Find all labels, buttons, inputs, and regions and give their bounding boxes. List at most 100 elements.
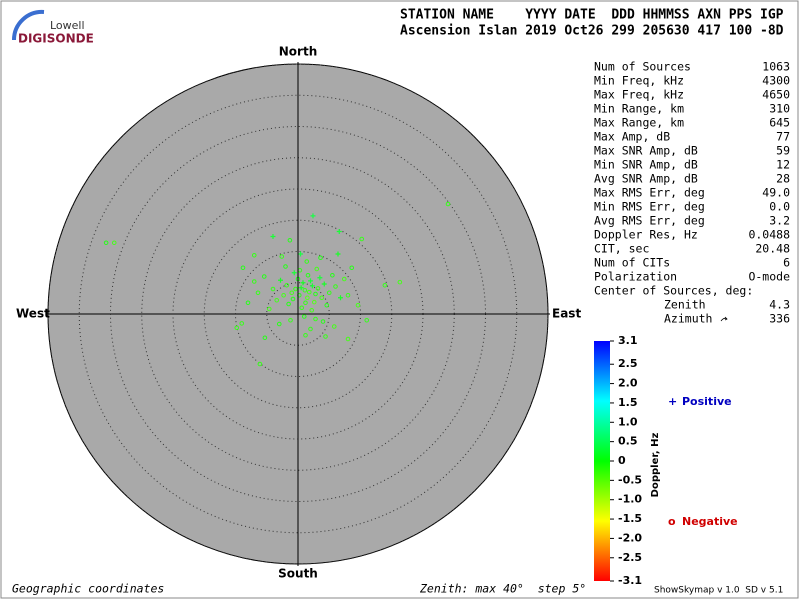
colorbar (594, 341, 610, 581)
source-negative (345, 336, 351, 342)
footer-coordinates: Geographic coordinates (12, 582, 164, 596)
logo-brand: Lowell (50, 19, 85, 32)
legend-negative-symbol: o (668, 515, 676, 528)
stat-value: 0.0488 (748, 228, 790, 242)
source-negative (315, 286, 321, 291)
source-negative (359, 236, 365, 242)
stat-label: Max Freq, kHz (594, 88, 684, 102)
source-positive (278, 277, 283, 283)
source-positive (321, 281, 327, 287)
colorbar-tick-label: -2.5 (618, 551, 642, 564)
source-negative (111, 240, 117, 246)
stat-value: O-mode (748, 270, 790, 284)
colorbar-tick-label: -0.5 (618, 473, 642, 486)
logo-swoosh (11, 9, 45, 41)
source-negative (313, 316, 318, 322)
source-negative (245, 300, 251, 306)
center-zenith-label: Zenith (664, 298, 706, 312)
header-columns: STATION NAME YYYY DATE DDD HHMMSS AXN PP… (400, 8, 784, 23)
source-positive (335, 251, 341, 257)
source-negative (318, 255, 323, 261)
source-negative (251, 252, 257, 258)
colorbar-tick-label: -3.1 (618, 574, 642, 587)
stat-label: Max Amp, dB (594, 130, 670, 144)
source-negative (397, 279, 403, 285)
source-negative (314, 266, 320, 272)
source-negative (296, 292, 302, 298)
stat-label: Polarization (594, 270, 677, 284)
header-values: Ascension Islan 2019 Oct26 299 205630 41… (400, 24, 784, 39)
source-negative (331, 324, 337, 329)
source-negative (299, 305, 305, 311)
colorbar-tick-label: 2.0 (618, 377, 638, 390)
center-zenith: 4.3 (769, 298, 790, 312)
center-azimuth-label: Azimuth (664, 312, 712, 326)
source-positive (300, 280, 306, 286)
footer-version: ShowSkymap v 1.0 SD v 5.1 (654, 586, 783, 596)
azimuth-icon (720, 316, 728, 322)
stat-value: 20.48 (755, 242, 790, 256)
source-negative (270, 286, 276, 292)
source-negative (261, 274, 267, 279)
stat-value: 12 (776, 158, 790, 172)
colorbar-tick-label: -2.0 (618, 531, 642, 544)
source-negative (305, 295, 310, 301)
source-negative (445, 201, 451, 207)
source-positive (317, 275, 323, 281)
stat-value: 28 (776, 172, 790, 186)
source-negative (240, 265, 246, 271)
source-negative (324, 302, 330, 308)
source-negative (304, 259, 310, 264)
logo-name: DIGISONDE (18, 32, 94, 46)
colorbar-tick-label: 0 (618, 454, 626, 467)
source-negative (274, 297, 280, 303)
source-negative (302, 287, 308, 293)
stat-label: Avg SNR Amp, dB (594, 172, 698, 186)
stat-value: 59 (776, 144, 790, 158)
source-negative (289, 290, 295, 296)
source-negative (309, 307, 315, 313)
stat-label: Min SNR Amp, dB (594, 158, 698, 172)
colorbar-tick-label: 1.0 (618, 415, 638, 428)
source-negative (290, 296, 296, 302)
stat-label: Num of Sources (594, 60, 691, 74)
source-negative (313, 291, 318, 297)
north-label: North (279, 45, 317, 59)
source-positive (291, 270, 297, 276)
colorbar-tick-label: -1.0 (618, 493, 642, 506)
source-negative (266, 306, 272, 312)
center-azimuth: 336 (769, 312, 790, 326)
source-negative (234, 325, 240, 331)
source-positive (298, 285, 304, 291)
source-negative (355, 302, 361, 308)
source-negative (255, 290, 261, 296)
stat-value: 6 (783, 256, 790, 270)
source-negative (345, 292, 351, 298)
stat-label: Max Range, km (594, 116, 684, 130)
source-positive (336, 229, 342, 234)
source-negative (303, 300, 308, 306)
legend-positive-symbol: + (668, 395, 677, 408)
source-negative (103, 240, 109, 246)
stat-value: 3.2 (769, 214, 790, 228)
source-negative (319, 295, 325, 301)
stat-value: 310 (769, 102, 790, 116)
colorbar-tick-label: 2.5 (618, 357, 638, 370)
stat-label: Min Freq, kHz (594, 74, 684, 88)
source-negative (293, 286, 298, 292)
legend-negative: Negative (682, 515, 738, 528)
colorbar-tick-label: 3.1 (618, 334, 638, 347)
colorbar-tick-label: 1.5 (618, 396, 638, 409)
source-negative (364, 317, 370, 323)
source-positive (310, 213, 316, 219)
stat-label: Max RMS Err, deg (594, 186, 705, 200)
source-negative (286, 301, 291, 307)
footer-zenith: Zenith: max 40° step 5° (419, 582, 586, 596)
source-negative (311, 299, 317, 305)
source-negative (257, 361, 263, 367)
source-negative (279, 254, 285, 259)
source-negative (276, 321, 282, 327)
colorbar-title: Doppler, Hz (650, 433, 661, 498)
source-negative (323, 334, 328, 339)
